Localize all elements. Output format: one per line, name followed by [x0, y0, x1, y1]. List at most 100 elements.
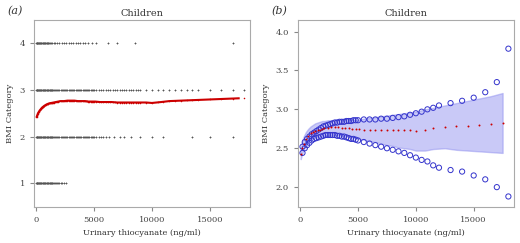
Point [32, 114, 41, 118]
Point [470, 96, 478, 100]
Point [50, 100, 59, 104]
Point [36, 108, 44, 112]
Point [406, 153, 414, 157]
Point [86, 135, 95, 139]
Point [51, 100, 60, 104]
Point [35, 109, 43, 113]
Point [423, 107, 432, 111]
Point [33, 88, 41, 92]
Point [412, 111, 420, 115]
Point [33, 41, 41, 45]
Point [108, 88, 116, 92]
Point [301, 140, 309, 144]
Point [76, 135, 84, 139]
Point [37, 106, 46, 110]
Point [50, 88, 59, 92]
Point [310, 137, 318, 141]
Point [347, 137, 355, 141]
Point [388, 116, 397, 120]
Point [326, 122, 334, 126]
Point [47, 41, 56, 45]
Point [327, 125, 335, 129]
Point [127, 101, 135, 104]
Point [33, 112, 42, 116]
Point [33, 181, 41, 185]
Point [347, 119, 355, 123]
Point [125, 88, 133, 92]
Point [66, 99, 74, 103]
Point [44, 41, 52, 45]
Point [67, 135, 75, 139]
Point [377, 145, 385, 149]
Point [44, 181, 53, 185]
Point [42, 88, 50, 92]
Point [58, 135, 66, 139]
Point [70, 135, 79, 139]
Point [69, 135, 77, 139]
Point [61, 135, 69, 139]
Point [43, 135, 51, 139]
Point [183, 98, 191, 102]
Point [360, 128, 368, 131]
Point [95, 135, 103, 139]
Point [46, 181, 54, 185]
Point [132, 101, 140, 104]
Point [34, 181, 42, 185]
Point [48, 181, 56, 185]
Point [53, 181, 61, 185]
Point [75, 88, 83, 92]
Point [76, 41, 84, 45]
Point [470, 174, 478, 177]
Point [54, 135, 62, 139]
Point [44, 41, 53, 45]
Point [136, 135, 145, 139]
Point [329, 133, 337, 137]
Point [446, 168, 454, 172]
Point [345, 119, 353, 123]
Point [394, 115, 402, 119]
Point [205, 135, 214, 139]
Point [177, 88, 185, 92]
Point [481, 177, 489, 181]
Point [49, 88, 57, 92]
Point [171, 88, 179, 92]
Point [37, 41, 46, 45]
Point [129, 101, 138, 104]
Point [45, 88, 53, 92]
Point [106, 88, 114, 92]
Point [95, 88, 103, 92]
Point [45, 135, 53, 139]
Point [38, 41, 47, 45]
Point [307, 139, 316, 142]
Point [340, 135, 348, 139]
Point [41, 41, 49, 45]
Point [82, 99, 90, 103]
Point [412, 156, 420, 159]
Point [47, 101, 56, 105]
Point [354, 118, 362, 122]
Point [90, 88, 98, 92]
Point [366, 142, 374, 146]
Point [142, 101, 150, 104]
Point [92, 88, 100, 92]
Point [108, 100, 116, 104]
Point [41, 104, 49, 107]
Point [34, 111, 42, 115]
Point [38, 88, 47, 92]
Point [59, 88, 67, 92]
Point [86, 88, 95, 92]
Point [111, 100, 119, 104]
Point [60, 135, 68, 139]
Point [74, 41, 82, 45]
Point [481, 90, 489, 94]
Point [48, 101, 56, 105]
Point [85, 100, 94, 104]
Point [36, 88, 44, 92]
Point [42, 181, 50, 185]
Point [42, 103, 50, 107]
Point [32, 181, 41, 185]
Point [41, 88, 49, 92]
Point [32, 181, 41, 185]
Point [331, 125, 339, 129]
Point [229, 135, 237, 139]
